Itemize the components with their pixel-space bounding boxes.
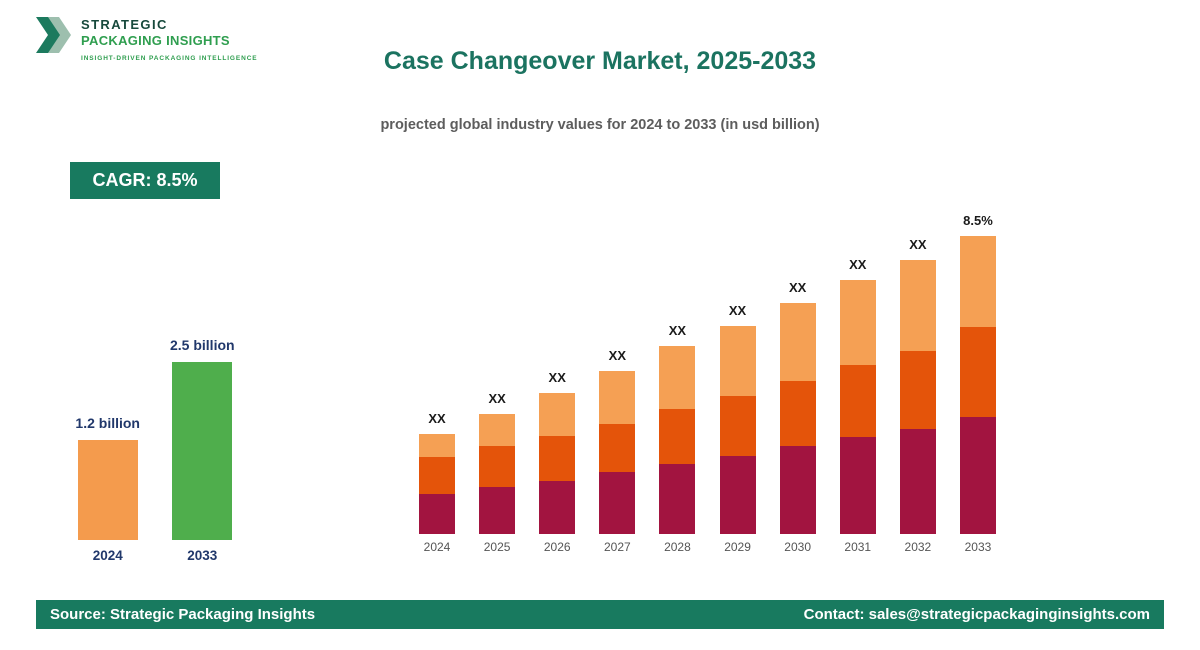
company-logo: STRATEGIC PACKAGING INSIGHTS INSIGHT-DRI… [36,14,258,62]
bar-group-2024: XX 2024 [419,411,455,554]
bar-top-label: XX [428,411,446,426]
bar-segment-bottom-segment [419,494,455,534]
bar-segment-bottom-segment [539,481,576,534]
bar [172,362,233,540]
bar-group-2033: 8.5% 2033 [959,213,996,554]
bar-segment-top-segment [839,280,876,365]
bar [419,434,455,534]
bar-segment-top-segment [959,236,996,327]
bar-group-2030: XX 2030 [779,280,816,554]
bar-group-2031: XX 2031 [839,257,876,554]
bar-segment-top-segment [719,326,756,396]
bar-segment-bottom-segment [839,437,876,534]
bar-segment-middle-segment [899,351,936,429]
logo-line2: PACKAGING INSIGHTS [81,33,230,49]
bar-top-label: 2.5 billion [170,337,235,353]
logo-text: STRATEGIC PACKAGING INSIGHTS INSIGHT-DRI… [81,14,258,62]
category-label: 2028 [664,540,691,554]
bar-segment-middle-segment [659,409,696,464]
bar-segment-top-segment [779,303,816,381]
category-label: 2025 [483,540,511,554]
bar-segment-bottom-segment [719,456,756,534]
bar-group-2033: 2.5 billion 2033 [170,337,235,563]
bar-group-2026: XX 2026 [539,370,576,554]
bar-segment-bottom-segment [779,446,816,534]
summary-bar-chart: 1.2 billion 2024 2.5 billion 2033 [55,337,255,563]
bar [77,440,138,540]
bar-segment-top-segment [899,260,936,351]
bar-top-label: 1.2 billion [75,415,140,431]
bar-top-label: XX [728,303,747,318]
bar-top-label: XX [909,237,927,252]
bar-segment-middle-segment [479,446,516,487]
category-label: 2024 [423,540,451,554]
bar-segment-top-segment [419,434,455,457]
category-label: 2030 [784,540,811,554]
logo-tagline: INSIGHT-DRIVEN PACKAGING INTELLIGENCE [81,54,258,62]
bar-group-2032: XX 2032 [899,237,936,554]
bar-segment-middle-segment [419,457,455,494]
footer-bar: Source: Strategic Packaging Insights Con… [36,600,1164,629]
bar-segment-middle-segment [539,436,576,481]
bar-segment-middle-segment [719,396,756,456]
bar-segment [172,362,233,540]
category-label: 2024 [92,548,123,563]
bar [899,260,936,534]
bar-top-label: XX [849,257,867,272]
bar-segment-top-segment [539,393,576,436]
bar [539,393,576,534]
bar-segment-bottom-segment [599,472,636,534]
bar-segment-middle-segment [779,381,816,446]
bar-top-label: XX [608,348,626,363]
category-label: 2032 [904,540,932,554]
page-subtitle: projected global industry values for 202… [380,117,820,133]
bar [719,326,756,534]
category-label: 2031 [844,540,872,554]
bar [599,371,636,534]
bar-group-2027: XX 2027 [599,348,636,554]
bar-segment-top-segment [599,371,636,424]
bar-top-label: 8.5% [963,213,993,228]
bar-segment-bottom-segment [479,487,516,534]
bar-segment-middle-segment [959,327,996,417]
bar [839,280,876,534]
bar-group-2024: 1.2 billion 2024 [75,415,140,563]
category-label: 2027 [603,540,631,554]
bar-segment-middle-segment [839,365,876,437]
projection-stacked-chart: XX 2024 XX 2025 XX 2026 XX 2027 XX 2028 XX 2029 XX 20… [419,213,996,554]
bar-segment-bottom-segment [959,417,996,534]
bar-top-label: XX [548,370,566,385]
bar-group-2029: XX 2029 [719,303,756,554]
bar-top-label: XX [488,391,506,406]
category-label: 2029 [724,540,751,554]
category-label: 2026 [543,540,571,554]
bar-segment [77,440,138,540]
footer-contact: Contact: sales@strategicpackaginginsight… [803,606,1150,623]
bar [779,303,816,534]
footer-source: Source: Strategic Packaging Insights [50,606,316,623]
bar-segment-top-segment [479,414,516,446]
page-title: Case Changeover Market, 2025-2033 [383,47,817,75]
bar-segment-bottom-segment [899,429,936,534]
category-label: 2033 [964,540,992,554]
bar [659,346,696,534]
bar [479,414,516,534]
chevron-logo-icon [36,17,71,53]
category-label: 2033 [187,548,218,563]
bar [959,236,996,534]
bar-group-2025: XX 2025 [479,391,516,554]
bar-segment-top-segment [659,346,696,409]
bar-segment-bottom-segment [659,464,696,534]
bar-top-label: XX [668,323,687,338]
bar-segment-middle-segment [599,424,636,472]
logo-line1: STRATEGIC [81,17,168,32]
cagr-badge: CAGR: 8.5% [70,162,220,199]
bar-group-2028: XX 2028 [659,323,696,554]
bar-top-label: XX [788,280,807,295]
